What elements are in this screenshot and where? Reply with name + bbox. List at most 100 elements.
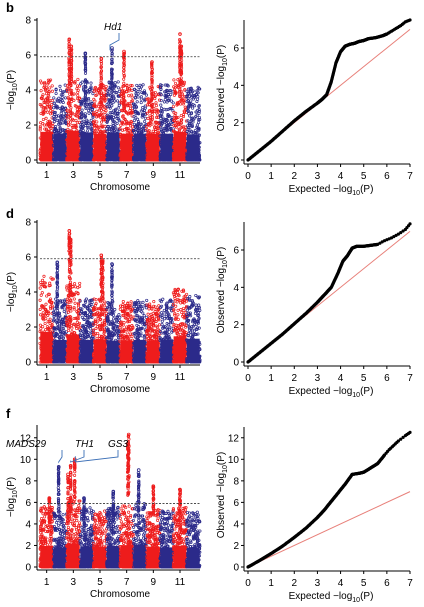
panel-letter: b [6, 0, 14, 15]
snp-point [87, 111, 91, 115]
snp-point [78, 281, 82, 285]
snp-point [44, 302, 48, 306]
chromosome-8-points [131, 83, 149, 162]
y-tick-label: 8 [25, 16, 31, 27]
snp-point [74, 124, 78, 128]
snp-point [73, 301, 77, 305]
snp-point [85, 118, 89, 122]
snp-point [78, 105, 82, 109]
snp-point [187, 112, 191, 116]
x-tick-label: 5 [97, 170, 103, 181]
snp-point [196, 97, 200, 101]
y-tick-label: 6 [25, 51, 31, 62]
snp-point [105, 127, 109, 131]
snp-point [38, 124, 42, 129]
snp-point [43, 88, 47, 92]
snp-point [117, 89, 121, 93]
snp-point [44, 92, 49, 96]
y-tick-label: 2 [25, 121, 31, 132]
snp-point [44, 123, 48, 127]
x-tick-label: 6 [384, 171, 390, 182]
snp-point [47, 119, 51, 123]
snp-point [58, 106, 62, 111]
snp-point [162, 100, 166, 104]
snp-point [39, 89, 43, 93]
snp-point [52, 110, 56, 115]
snp-point [95, 336, 99, 340]
snp-point [76, 90, 80, 94]
snp-density-block [173, 131, 187, 160]
snp-point [169, 92, 173, 97]
x-tick-label: 5 [361, 171, 367, 182]
gene-callout-line [109, 33, 120, 51]
snp-point [41, 117, 45, 122]
qq-point [408, 18, 412, 22]
chromosome-12-points [185, 85, 202, 162]
snp-point [38, 103, 42, 107]
snp-point [122, 81, 126, 85]
snp-point [75, 121, 79, 125]
snp-point [44, 127, 48, 131]
snp-point [138, 87, 142, 91]
snp-density-block [80, 132, 94, 160]
snp-point [70, 88, 74, 92]
snp-point [75, 320, 79, 324]
snp-point [81, 97, 85, 101]
snp-point [169, 99, 174, 103]
snp-point [48, 125, 52, 129]
snp-point [59, 121, 63, 125]
x-tick-label: 4 [338, 171, 344, 182]
snp-density-block [80, 339, 94, 362]
snp-point [89, 118, 93, 122]
y-tick-label: 2 [233, 118, 239, 129]
snp-point [128, 106, 133, 110]
qq-points [246, 18, 412, 162]
panel-letter: d [6, 206, 14, 221]
snp-point [92, 126, 97, 130]
snp-point [59, 93, 63, 97]
snp-point [41, 122, 45, 126]
snp-point [61, 128, 65, 132]
snp-point [88, 107, 92, 111]
snp-point [65, 108, 69, 112]
x-tick-label: 3 [315, 171, 321, 182]
snp-point [80, 108, 84, 112]
snp-point [46, 110, 50, 114]
snp-point [78, 84, 82, 88]
chromosome-2-points [51, 83, 69, 162]
snp-point [76, 84, 80, 88]
snp-point [61, 93, 65, 97]
peak-chr6 [110, 46, 114, 108]
snp-point [113, 81, 117, 85]
snp-point [42, 110, 46, 114]
snp-point [99, 120, 104, 124]
snp-point [56, 105, 60, 109]
snp-point [61, 106, 65, 110]
snp-point [159, 103, 163, 107]
snp-point [135, 100, 139, 104]
snp-density-block [133, 133, 147, 160]
snp-point [39, 293, 43, 297]
chromosome-1-points [38, 274, 55, 364]
snp-point [54, 87, 58, 91]
snp-point [66, 127, 70, 131]
snp-point [57, 122, 61, 126]
snp-point [63, 307, 67, 311]
snp-point [127, 94, 131, 98]
x-tick-label: 1 [268, 171, 274, 182]
snp-point [66, 89, 70, 93]
snp-point [63, 120, 67, 124]
snp-point [46, 120, 50, 124]
snp-point [74, 125, 78, 130]
snp-point [42, 274, 46, 278]
snp-point [52, 129, 56, 133]
snp-point [76, 93, 80, 98]
snp-point [72, 297, 76, 301]
snp-point [52, 96, 56, 100]
snp-point [85, 125, 90, 129]
snp-point [40, 94, 44, 99]
y-tick-label: 4 [233, 81, 239, 92]
snp-point [66, 101, 71, 105]
snp-density-block [160, 133, 174, 160]
